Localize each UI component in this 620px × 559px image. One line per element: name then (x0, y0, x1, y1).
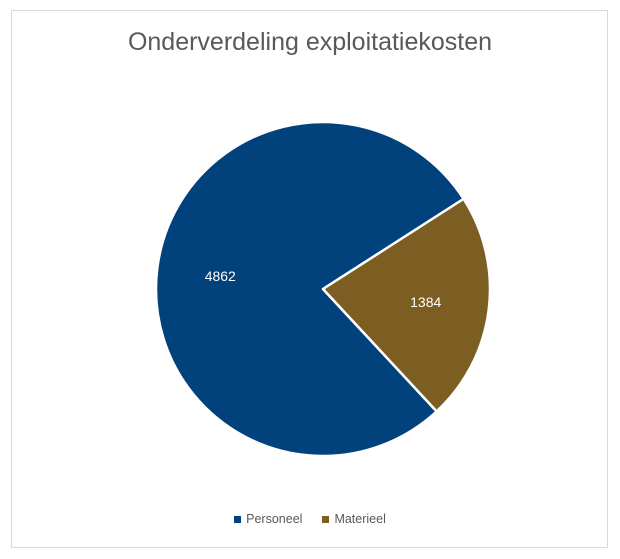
pie-slice-personeel (154, 120, 465, 458)
data-label-materieel: 1384 (410, 294, 441, 310)
legend-swatch-materieel (322, 515, 330, 523)
legend-item-materieel: Materieel (322, 512, 386, 526)
chart-legend: Personeel Materieel (0, 512, 620, 526)
legend-item-personeel: Personeel (234, 512, 302, 526)
legend-label-materieel: Materieel (334, 512, 386, 526)
chart-title: Onderverdeling exploitatiekosten (127, 28, 493, 56)
data-label-personeel: 4862 (205, 268, 236, 284)
legend-label-personeel: Personeel (246, 512, 303, 526)
legend-swatch-personeel (234, 515, 242, 523)
pie-slice-materieel (321, 197, 492, 413)
